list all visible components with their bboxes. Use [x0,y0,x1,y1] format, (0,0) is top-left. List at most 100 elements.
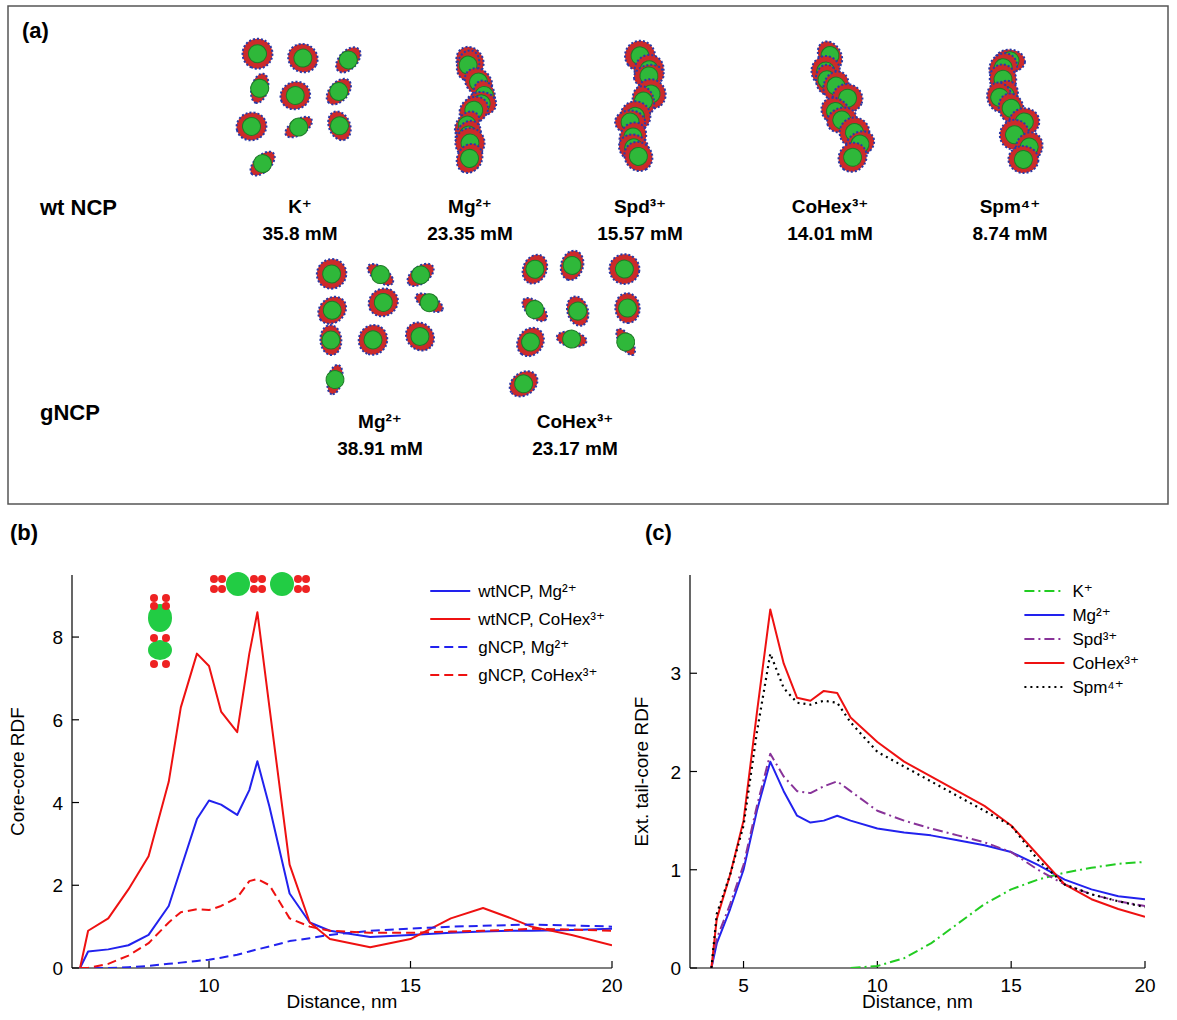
series-line [711,654,1145,968]
legend-label: K⁺ [1072,582,1092,601]
icon-dot [162,634,170,642]
row-label: gNCP [40,400,100,425]
histone-core [840,145,865,170]
nucleosome [324,108,355,144]
histone-core [626,144,651,169]
x-tick-label: 10 [198,975,219,996]
nucleosome [311,253,353,295]
nucleosome [323,363,347,396]
dna-wrap [564,294,592,329]
histone-core [241,115,263,137]
dna-wrap [238,34,277,74]
ion-label: CoHex³⁺ [792,196,869,217]
nucleosome [364,283,403,321]
dna-wrap [404,259,438,290]
icon-dot [210,585,218,593]
nucleosome [412,288,447,318]
snapshot [983,48,1047,174]
icon-dot [294,585,302,593]
y-tick [72,802,79,803]
concentration-label: 35.8 mM [263,223,338,244]
icon-dot [250,585,258,593]
legend-swatch [1024,590,1064,592]
dna-wrap [518,251,552,288]
histone-core [319,261,344,286]
histone-core [417,291,441,315]
histone-core [566,300,588,322]
ion-label: CoHex³⁺ [537,411,614,432]
histone-core [368,262,393,287]
y-tick [72,885,79,886]
histone-core [561,254,583,276]
icon-core [148,640,172,660]
dna-wrap [248,72,271,105]
histone-core [518,329,543,354]
dna-wrap [614,292,640,324]
y-axis-title: Core-core RDF [7,707,28,836]
snapshot [811,37,879,177]
histone-core [250,151,275,176]
nucleosome [512,323,550,362]
plot-area [80,612,612,968]
icon-dot [210,575,218,583]
plot-area [711,609,1145,968]
dna-wrap [283,38,323,77]
icon-dot [258,575,266,583]
histone-core [246,42,270,66]
nucleosome [331,43,365,77]
concentration-label: 14.01 mM [787,223,873,244]
series-line [711,754,1145,968]
series-line [80,879,612,968]
histone-core [336,47,361,72]
ion-label: K⁺ [288,196,312,217]
histone-core [283,84,307,108]
nucleosome [246,147,280,181]
series-line [711,609,1145,968]
histone-core [371,290,396,315]
y-tick-label: 2 [670,762,681,783]
dna-wrap [322,74,356,109]
row-label: wt NCP [39,195,117,220]
histone-core [523,257,547,281]
x-tick-label: 15 [400,975,421,996]
nucleosome [238,34,277,74]
nucleosome [322,74,356,109]
legend-label: gNCP, Mg²⁺ [478,638,569,657]
icon-dot [150,594,158,602]
legend: K⁺Mg²⁺Spd³⁺CoHex³⁺Spm⁴⁺ [1024,582,1139,697]
x-tick [208,961,209,968]
legend-swatch [1024,614,1064,616]
dna-wrap [354,321,392,360]
legend-label: wtNCP, Mg²⁺ [477,582,576,601]
dna-wrap [556,329,588,348]
histone-core [618,298,637,317]
legend: wtNCP, Mg²⁺wtNCP, CoHex³⁺gNCP, Mg²⁺gNCP,… [430,582,605,685]
snapshot [614,35,671,177]
dna-wrap [324,108,355,144]
y-tick-label: 0 [52,958,63,979]
x-tick [611,961,612,968]
histone-core [361,328,385,352]
nucleosome [610,324,641,359]
dna-wrap [505,366,543,402]
histone-core [249,77,271,99]
x-tick-label: 15 [1001,975,1022,996]
dna-wrap [400,317,440,357]
nucleosome [452,139,487,177]
dna-wrap [613,326,639,358]
nucleosome [403,259,438,291]
icon-dot [162,602,170,610]
histone-core [614,259,634,279]
x-tick [743,961,744,968]
y-tick-label: 1 [670,860,681,881]
concentration-label: 38.91 mM [337,438,423,459]
legend-label: gNCP, CoHex³⁺ [478,666,597,685]
y-tick-label: 2 [52,875,63,896]
nucleosome [283,38,323,77]
nucleosome [607,252,641,286]
dna-wrap [319,324,342,355]
nucleosome [833,137,872,177]
histone-core [458,146,482,170]
concentration-label: 23.35 mM [427,223,513,244]
x-axis [72,967,612,968]
